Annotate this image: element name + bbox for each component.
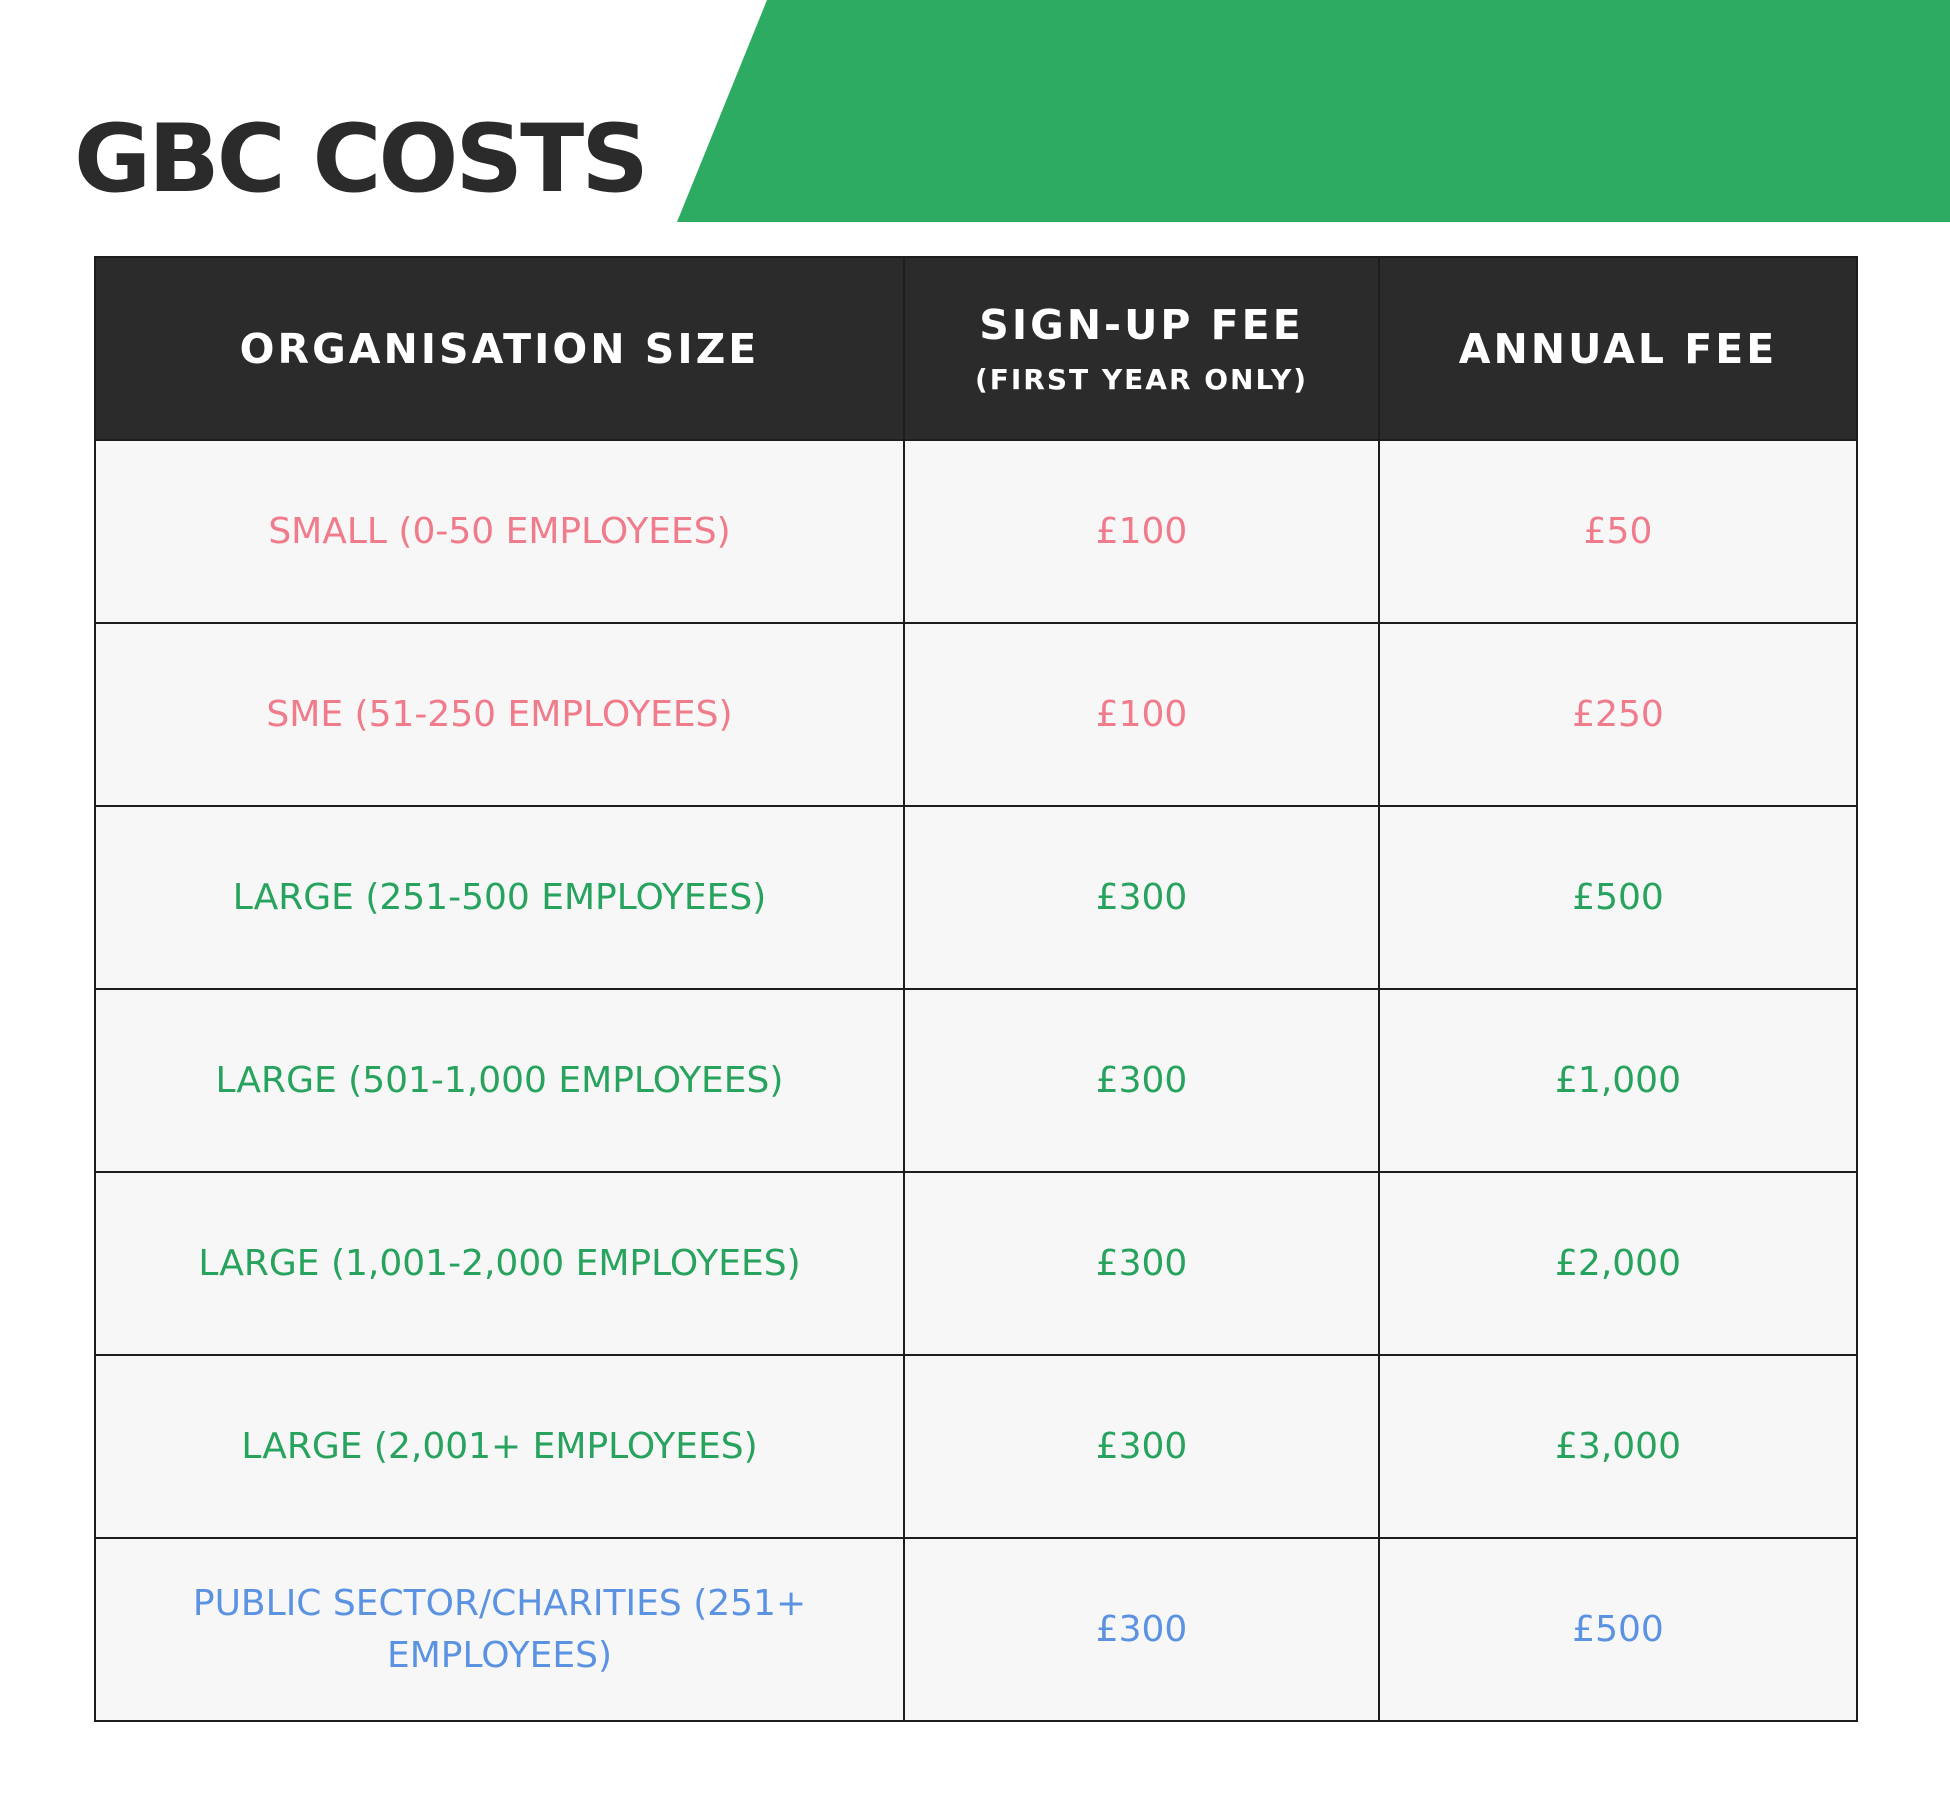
- organisation-size-cell: LARGE (501-1,000 EMPLOYEES): [94, 988, 905, 1173]
- table-row: LARGE (251-500 EMPLOYEES) £300 £500: [94, 805, 1858, 990]
- signup-fee-cell: £300: [903, 1354, 1380, 1539]
- annual-fee-cell: £50: [1378, 439, 1858, 624]
- table-row: SME (51-250 EMPLOYEES) £100 £250: [94, 622, 1858, 807]
- table-row: LARGE (1,001-2,000 EMPLOYEES) £300 £2,00…: [94, 1171, 1858, 1356]
- annual-fee-cell: £2,000: [1378, 1171, 1858, 1356]
- annual-fee-cell: £3,000: [1378, 1354, 1858, 1539]
- table-row: LARGE (2,001+ EMPLOYEES) £300 £3,000: [94, 1354, 1858, 1539]
- signup-fee-cell: £100: [903, 439, 1380, 624]
- signup-fee-cell: £300: [903, 988, 1380, 1173]
- table-row: LARGE (501-1,000 EMPLOYEES) £300 £1,000: [94, 988, 1858, 1173]
- table-row: PUBLIC SECTOR/CHARITIES (251+ EMPLOYEES)…: [94, 1537, 1858, 1722]
- organisation-size-cell: LARGE (251-500 EMPLOYEES): [94, 805, 905, 990]
- header-signup-fee-note: (FIRST YEAR ONLY): [974, 363, 1309, 396]
- green-banner: [677, 0, 1950, 222]
- costs-table: ORGANISATION SIZE SIGN-UP FEE (FIRST YEA…: [94, 256, 1858, 1722]
- annual-fee-cell: £500: [1378, 1537, 1858, 1722]
- table-row: SMALL (0-50 EMPLOYEES) £100 £50: [94, 439, 1858, 624]
- signup-fee-cell: £100: [903, 622, 1380, 807]
- annual-fee-cell: £250: [1378, 622, 1858, 807]
- organisation-size-cell: SME (51-250 EMPLOYEES): [94, 622, 905, 807]
- organisation-size-cell: SMALL (0-50 EMPLOYEES): [94, 439, 905, 624]
- annual-fee-cell: £500: [1378, 805, 1858, 990]
- signup-fee-cell: £300: [903, 1537, 1380, 1722]
- table-header-row: ORGANISATION SIZE SIGN-UP FEE (FIRST YEA…: [94, 256, 1858, 441]
- organisation-size-cell: LARGE (1,001-2,000 EMPLOYEES): [94, 1171, 905, 1356]
- header-signup-fee: SIGN-UP FEE (FIRST YEAR ONLY): [903, 256, 1380, 441]
- page-title: GBC COSTS: [74, 105, 649, 214]
- signup-fee-cell: £300: [903, 1171, 1380, 1356]
- organisation-size-cell: PUBLIC SECTOR/CHARITIES (251+ EMPLOYEES): [94, 1537, 905, 1722]
- annual-fee-cell: £1,000: [1378, 988, 1858, 1173]
- header-signup-fee-label: SIGN-UP FEE: [979, 301, 1304, 349]
- header-organisation-size: ORGANISATION SIZE: [94, 256, 905, 441]
- header-organisation-size-label: ORGANISATION SIZE: [239, 324, 760, 373]
- signup-fee-cell: £300: [903, 805, 1380, 990]
- organisation-size-cell: LARGE (2,001+ EMPLOYEES): [94, 1354, 905, 1539]
- header-annual-fee: ANNUAL FEE: [1378, 256, 1858, 441]
- header-annual-fee-label: ANNUAL FEE: [1458, 324, 1778, 373]
